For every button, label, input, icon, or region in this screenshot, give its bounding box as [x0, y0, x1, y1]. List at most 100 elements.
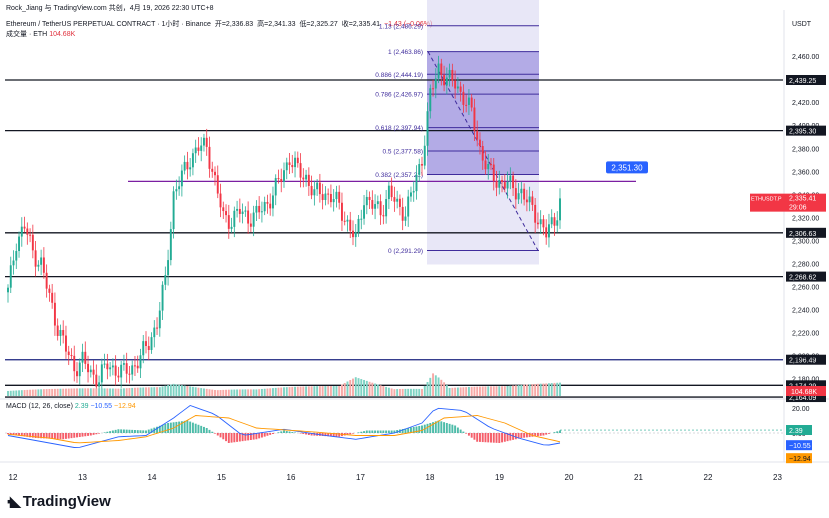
macd-hist-bar: [478, 433, 481, 442]
macd-hist-bar: [200, 425, 203, 433]
author-credit: Rock_Jiang 与 TradingView.com 共创，4月 19, 2…: [6, 5, 214, 12]
instrument-title[interactable]: Ethereum / TetherUS PERPETUAL CONTRACT ·…: [6, 21, 211, 28]
volume-bar: [180, 385, 183, 396]
x-tick-0: 12: [9, 473, 18, 482]
macd-hist-bar: [390, 430, 393, 433]
level-label-1: 2,395.30: [789, 129, 816, 136]
volume-bar: [133, 387, 136, 396]
candle-body: [352, 230, 354, 238]
macd-hist-bar: [307, 433, 310, 435]
x-tick-7: 19: [495, 473, 504, 482]
volume-bar: [434, 375, 437, 396]
volume-bar: [56, 388, 59, 396]
macd-hist-bar: [349, 433, 352, 435]
candle-body: [299, 163, 302, 178]
volume-bar: [197, 387, 200, 396]
volume-bar: [531, 384, 534, 396]
macd-hist-bar: [233, 433, 236, 443]
volume-bar: [139, 387, 142, 396]
volume-bar: [432, 373, 435, 396]
candle-body: [374, 204, 377, 209]
candle-body: [227, 215, 230, 229]
candle-body: [78, 362, 81, 377]
volume-bar: [125, 388, 128, 396]
x-tick-9: 21: [634, 473, 643, 482]
macd-hist-bar: [481, 433, 484, 443]
volume-bar: [131, 387, 134, 396]
macd-hist-bar: [401, 429, 404, 433]
macd-hist-bar: [531, 433, 534, 437]
macd-hist-bar: [76, 433, 78, 438]
volume-bar: [338, 386, 341, 396]
volume-bar: [227, 389, 230, 396]
volume-bar: [81, 388, 84, 396]
candle-body: [45, 272, 48, 289]
macd-label[interactable]: MACD (12, 26, close): [6, 403, 73, 410]
volume-bar: [454, 387, 457, 396]
candle-body: [76, 371, 78, 377]
volume-bar: [495, 386, 498, 396]
candle-body: [385, 199, 388, 217]
macd-y-tick-0: 20.00: [792, 406, 810, 413]
candle-body: [536, 222, 539, 225]
candle-body: [313, 189, 316, 196]
macd-hist-bar: [440, 421, 443, 433]
candle-body: [31, 234, 34, 251]
candle-body: [415, 174, 418, 192]
macd-hist-bar: [277, 432, 280, 433]
volume-bar: [258, 389, 261, 396]
candle-body: [175, 189, 178, 192]
volume-bar: [393, 389, 396, 396]
macd-hist-bar: [255, 433, 258, 440]
macd-hist-bar: [492, 433, 495, 443]
level-label-0: 2,439.25: [789, 78, 816, 85]
macd-hist-bar: [139, 430, 142, 433]
macd-hist-bar: [191, 422, 194, 433]
candle-body: [274, 178, 277, 196]
volume-bar: [12, 390, 15, 396]
candle-body: [418, 164, 421, 175]
volume-bar: [415, 388, 418, 396]
y-tick-0: 2,460.00: [792, 54, 819, 61]
macd-hist-bar: [241, 433, 244, 442]
volume-bar: [476, 386, 479, 396]
low-value: 低=2,325.27: [299, 21, 338, 28]
candle-body: [550, 217, 553, 225]
volume-bar: [167, 385, 170, 396]
macd-hist-bar: [247, 433, 250, 441]
macd-hist-bar: [285, 431, 288, 433]
macd-hist-bar: [15, 433, 18, 436]
macd-hist-bar: [412, 427, 415, 433]
macd-hist-bar: [553, 432, 556, 433]
volume-bar: [76, 388, 78, 396]
macd-hist-bar: [37, 433, 40, 439]
candle-body: [95, 374, 98, 387]
macd-hist-bar: [456, 427, 459, 433]
candle-body: [514, 188, 517, 200]
macd-hist-bar: [426, 423, 429, 433]
volume-bar: [230, 389, 233, 396]
volume-bar: [387, 387, 390, 396]
candle-body: [404, 216, 407, 221]
volume-bar: [222, 389, 225, 396]
macd-hist-bar: [495, 433, 498, 443]
x-tick-10: 22: [704, 473, 713, 482]
volume-bar: [382, 386, 385, 396]
candle-body: [260, 211, 263, 213]
candle-body: [459, 86, 462, 92]
volume-bar: [247, 389, 250, 396]
macd-hist-bar: [459, 429, 462, 433]
candle-body: [241, 211, 244, 214]
candle-body: [258, 205, 261, 213]
macd-hist-bar: [407, 428, 410, 433]
x-tick-5: 17: [356, 473, 365, 482]
candle-body: [81, 351, 84, 363]
signal-value: −10.55: [90, 403, 113, 410]
volume-bar: [473, 386, 476, 396]
volume-bar: [404, 388, 407, 396]
volume-bar: [236, 389, 239, 396]
macd-hist-bar: [547, 433, 550, 434]
macd-badge-label-2: −12.94: [789, 456, 811, 463]
macd-hist-bar: [556, 431, 559, 433]
